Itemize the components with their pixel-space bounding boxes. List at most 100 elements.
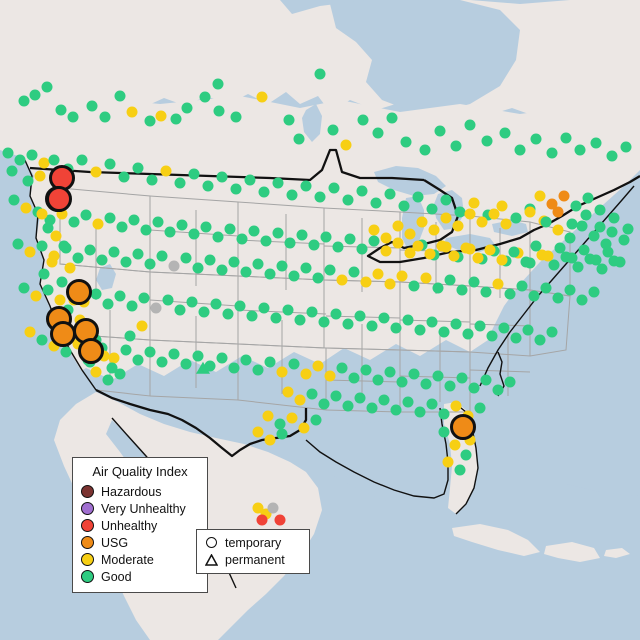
station-marker[interactable]	[228, 256, 240, 268]
station-marker[interactable]	[56, 208, 68, 220]
station-marker[interactable]	[419, 144, 431, 156]
station-marker[interactable]	[408, 280, 420, 292]
station-marker[interactable]	[440, 212, 452, 224]
station-marker[interactable]	[180, 252, 192, 264]
station-marker[interactable]	[264, 268, 276, 280]
station-marker[interactable]	[174, 177, 186, 189]
station-marker[interactable]	[348, 266, 360, 278]
station-marker[interactable]	[426, 398, 438, 410]
station-marker[interactable]	[402, 314, 414, 326]
station-marker[interactable]	[80, 209, 92, 221]
station-marker[interactable]	[566, 218, 578, 230]
station-marker[interactable]	[132, 248, 144, 260]
station-marker[interactable]	[260, 235, 272, 247]
station-marker[interactable]	[283, 114, 295, 126]
station-marker[interactable]	[600, 238, 612, 250]
station-marker[interactable]	[332, 241, 344, 253]
station-marker[interactable]	[492, 278, 504, 290]
station-marker[interactable]	[104, 158, 116, 170]
station-marker[interactable]	[86, 100, 98, 112]
station-marker[interactable]	[216, 264, 228, 276]
station-marker[interactable]	[296, 229, 308, 241]
station-marker[interactable]	[540, 216, 552, 228]
station-marker[interactable]	[520, 256, 532, 268]
station-marker[interactable]	[252, 364, 264, 376]
station-marker[interactable]	[380, 232, 392, 244]
station-marker[interactable]	[454, 206, 466, 218]
station-marker[interactable]	[176, 219, 188, 231]
station-marker[interactable]	[524, 206, 536, 218]
station-marker[interactable]	[8, 194, 20, 206]
station-marker[interactable]	[534, 334, 546, 346]
station-marker[interactable]	[440, 194, 452, 206]
station-marker[interactable]	[314, 68, 326, 80]
station-marker[interactable]	[392, 220, 404, 232]
station-marker[interactable]	[34, 170, 46, 182]
highlighted-station-marker[interactable]	[78, 338, 104, 364]
station-marker[interactable]	[460, 449, 472, 461]
station-marker[interactable]	[22, 175, 34, 187]
station-marker[interactable]	[574, 144, 586, 156]
station-marker[interactable]	[366, 402, 378, 414]
station-marker[interactable]	[36, 208, 48, 220]
station-marker[interactable]	[162, 294, 174, 306]
station-marker[interactable]	[340, 139, 352, 151]
station-marker[interactable]	[104, 212, 116, 224]
station-marker[interactable]	[522, 324, 534, 336]
station-marker[interactable]	[12, 238, 24, 250]
station-marker[interactable]	[398, 200, 410, 212]
station-marker[interactable]	[108, 352, 120, 364]
station-marker[interactable]	[442, 456, 454, 468]
station-marker[interactable]	[450, 140, 462, 152]
station-marker[interactable]	[146, 174, 158, 186]
station-marker[interactable]	[378, 394, 390, 406]
station-marker[interactable]	[262, 410, 274, 422]
station-marker[interactable]	[240, 266, 252, 278]
station-marker[interactable]	[438, 426, 450, 438]
station-marker[interactable]	[354, 392, 366, 404]
station-marker[interactable]	[580, 209, 592, 221]
station-marker[interactable]	[542, 250, 554, 262]
station-marker[interactable]	[140, 224, 152, 236]
station-marker[interactable]	[530, 240, 542, 252]
station-marker[interactable]	[36, 240, 48, 252]
station-marker[interactable]	[342, 400, 354, 412]
station-marker[interactable]	[464, 208, 476, 220]
station-marker[interactable]	[224, 223, 236, 235]
station-marker[interactable]	[606, 226, 618, 238]
station-marker[interactable]	[199, 91, 211, 103]
highlighted-station-marker[interactable]	[46, 186, 72, 212]
station-marker[interactable]	[420, 272, 432, 284]
station-marker[interactable]	[293, 133, 305, 145]
station-marker[interactable]	[252, 426, 264, 438]
station-marker[interactable]	[444, 380, 456, 392]
station-marker[interactable]	[434, 125, 446, 137]
station-marker[interactable]	[29, 89, 41, 101]
station-marker[interactable]	[212, 231, 224, 243]
station-marker[interactable]	[476, 216, 488, 228]
station-marker[interactable]	[126, 300, 138, 312]
station-marker[interactable]	[54, 294, 66, 306]
station-marker[interactable]	[576, 220, 588, 232]
station-marker[interactable]	[596, 263, 608, 275]
station-marker[interactable]	[416, 216, 428, 228]
station-marker[interactable]	[552, 224, 564, 236]
station-marker[interactable]	[436, 240, 448, 252]
station-marker[interactable]	[56, 276, 68, 288]
station-marker[interactable]	[99, 111, 111, 123]
station-marker[interactable]	[272, 177, 284, 189]
station-marker[interactable]	[484, 244, 496, 256]
station-marker[interactable]	[55, 104, 67, 116]
station-marker[interactable]	[174, 304, 186, 316]
station-marker[interactable]	[492, 384, 504, 396]
station-marker[interactable]	[486, 330, 498, 342]
station-marker[interactable]	[582, 192, 594, 204]
station-marker[interactable]	[510, 332, 522, 344]
station-marker[interactable]	[294, 394, 306, 406]
station-marker[interactable]	[400, 136, 412, 148]
station-marker[interactable]	[294, 314, 306, 326]
station-marker[interactable]	[324, 370, 336, 382]
station-marker[interactable]	[368, 224, 380, 236]
station-marker[interactable]	[426, 316, 438, 328]
station-marker[interactable]	[46, 256, 58, 268]
